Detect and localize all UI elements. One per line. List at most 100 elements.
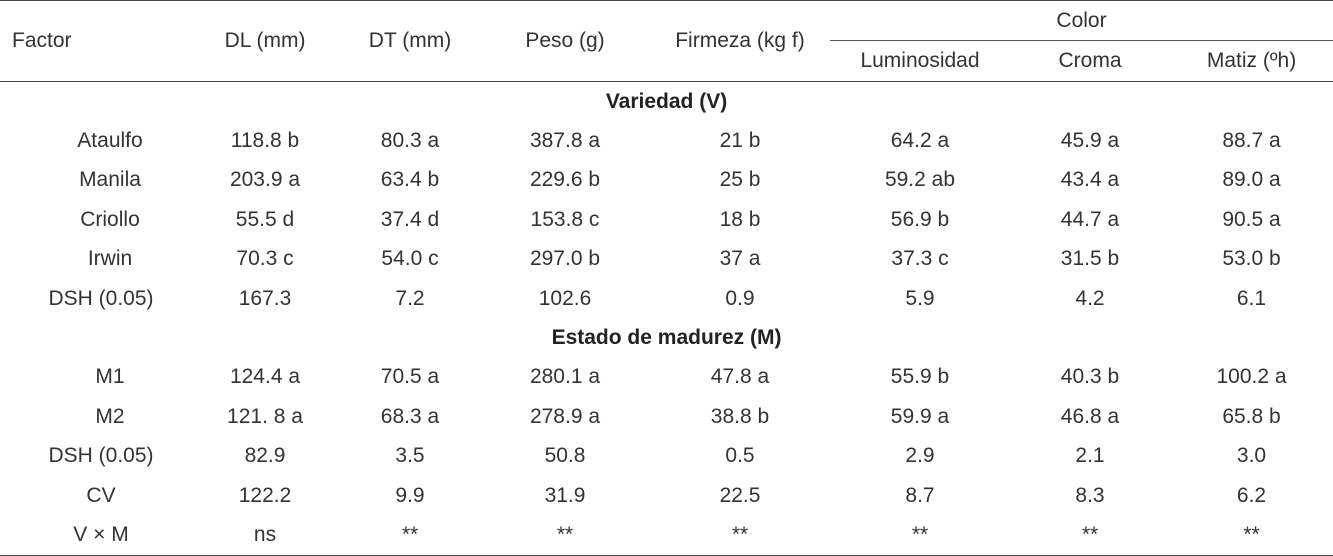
cell-dt: 70.5 a bbox=[380, 365, 440, 389]
cell-matiz: 3.0 bbox=[1236, 444, 1267, 468]
header-firmeza: Firmeza (kg f) bbox=[650, 0, 830, 82]
cell-luminosidad: 56.9 b bbox=[890, 207, 950, 231]
cell-matiz: 90.5 a bbox=[1222, 207, 1281, 231]
cell-croma: 44.7 a bbox=[1060, 207, 1120, 231]
header-luminosidad: Luminosidad bbox=[830, 40, 1010, 82]
cell-peso: 280.1 a bbox=[529, 365, 601, 389]
cell-luminosidad: 5.9 bbox=[905, 286, 935, 310]
section-row-madurez: Estado de madurez (M) bbox=[0, 319, 1333, 358]
cell-factor: Criollo bbox=[80, 207, 140, 231]
cell-croma: 40.3 b bbox=[1060, 365, 1120, 389]
cell-dt: 80.3 a bbox=[380, 128, 440, 152]
cell-luminosidad: 59.9 a bbox=[890, 404, 950, 428]
table-row: DSH (0.05) 82.9 3.5 50.8 0.5 2.9 2.1 3.0 bbox=[0, 437, 1333, 477]
cell-firmeza: 0.5 bbox=[725, 444, 755, 468]
cell-matiz: 65.8 b bbox=[1222, 404, 1281, 428]
cell-peso: 229.6 b bbox=[529, 168, 601, 192]
cell-dt: 7.2 bbox=[395, 286, 425, 310]
cell-firmeza: 38.8 b bbox=[710, 404, 770, 428]
cell-dt: 54.0 c bbox=[381, 247, 439, 271]
cell-firmeza: 22.5 bbox=[719, 483, 761, 507]
header-color: Color bbox=[830, 0, 1333, 41]
cell-croma: 2.1 bbox=[1075, 444, 1105, 468]
cell-dl: 70.3 c bbox=[236, 247, 294, 271]
cell-luminosidad: 8.7 bbox=[905, 483, 935, 507]
cell-dt: 9.9 bbox=[395, 483, 425, 507]
header-matiz: Matiz (ºh) bbox=[1170, 40, 1333, 82]
cell-croma: 4.2 bbox=[1075, 286, 1105, 310]
cell-dl: 118.8 b bbox=[230, 128, 300, 152]
cell-firmeza: 47.8 a bbox=[710, 365, 770, 389]
cell-dl: 122.2 bbox=[238, 483, 292, 507]
table-row: Manila 203.9 a 63.4 b 229.6 b 25 b 59.2 … bbox=[0, 161, 1333, 201]
cell-factor: DSH (0.05) bbox=[48, 286, 154, 310]
cell-dt: 68.3 a bbox=[380, 404, 440, 428]
cell-dl: 121. 8 a bbox=[227, 404, 303, 428]
cell-dt: ** bbox=[340, 515, 480, 556]
cell-firmeza: ** bbox=[650, 515, 830, 556]
cell-matiz: ** bbox=[1170, 515, 1333, 556]
cell-matiz: 53.0 b bbox=[1222, 247, 1281, 271]
header-row-1: Factor DL (mm) DT (mm) Peso (g) Firmeza … bbox=[0, 0, 1333, 82]
table-row: Irwin 70.3 c 54.0 c 297.0 b 37 a 37.3 c … bbox=[0, 240, 1333, 280]
table-row: CV 122.2 9.9 31.9 22.5 8.7 8.3 6.2 bbox=[0, 476, 1333, 516]
section-title-madurez: Estado de madurez (M) bbox=[551, 326, 782, 349]
table-row: M2 121. 8 a 68.3 a 278.9 a 38.8 b 59.9 a… bbox=[0, 397, 1333, 437]
cell-peso: ** bbox=[480, 515, 650, 556]
cell-croma: ** bbox=[1010, 515, 1170, 556]
table-row: V × M ns ** ** ** ** ** ** bbox=[0, 515, 1333, 556]
cell-factor: M2 bbox=[95, 404, 125, 428]
header-peso: Peso (g) bbox=[480, 0, 650, 82]
cell-croma: 31.5 b bbox=[1060, 247, 1120, 271]
header-dl: DL (mm) bbox=[190, 0, 340, 82]
cell-firmeza: 18 b bbox=[719, 207, 761, 231]
cell-dl: 203.9 a bbox=[229, 168, 301, 192]
cell-firmeza: 21 b bbox=[719, 128, 761, 152]
cell-factor: CV bbox=[86, 483, 116, 507]
header-row-2: Luminosidad Croma Matiz (ºh) bbox=[0, 40, 1333, 82]
table-row: DSH (0.05) 167.3 7.2 102.6 0.9 5.9 4.2 6… bbox=[0, 279, 1333, 319]
cell-dl: 124.4 a bbox=[229, 365, 301, 389]
table-row: Criollo 55.5 d 37.4 d 153.8 c 18 b 56.9 … bbox=[0, 200, 1333, 240]
cell-matiz: 6.2 bbox=[1236, 483, 1267, 507]
header-dt: DT (mm) bbox=[340, 0, 480, 82]
cell-croma: 46.8 a bbox=[1060, 404, 1120, 428]
cell-matiz: 88.7 a bbox=[1222, 128, 1281, 152]
cell-matiz: 100.2 a bbox=[1216, 365, 1287, 389]
cell-factor: M1 bbox=[95, 365, 125, 389]
cell-luminosidad: 37.3 c bbox=[891, 247, 949, 271]
cell-peso: 297.0 b bbox=[529, 247, 601, 271]
cell-matiz: 89.0 a bbox=[1222, 168, 1281, 192]
cell-peso: 387.8 a bbox=[529, 128, 601, 152]
cell-dt: 37.4 d bbox=[380, 207, 440, 231]
cell-dl: 167.3 bbox=[238, 286, 292, 310]
cell-factor: Ataulfo bbox=[77, 128, 143, 152]
cell-luminosidad: 2.9 bbox=[905, 444, 935, 468]
cell-luminosidad: 55.9 b bbox=[890, 365, 950, 389]
cell-luminosidad: 64.2 a bbox=[890, 128, 950, 152]
cell-factor: DSH (0.05) bbox=[48, 444, 154, 468]
cell-peso: 50.8 bbox=[544, 444, 586, 468]
cell-peso: 153.8 c bbox=[530, 207, 600, 231]
cell-dt: 3.5 bbox=[395, 444, 425, 468]
cell-firmeza: 37 a bbox=[719, 247, 761, 271]
table-row: Ataulfo 118.8 b 80.3 a 387.8 a 21 b 64.2… bbox=[0, 121, 1333, 161]
header-croma: Croma bbox=[1010, 40, 1170, 82]
section-row-variedad: Variedad (V) bbox=[0, 82, 1333, 122]
table-row: M1 124.4 a 70.5 a 280.1 a 47.8 a 55.9 b … bbox=[0, 358, 1333, 398]
cell-factor: V × M bbox=[0, 515, 190, 556]
cell-matiz: 6.1 bbox=[1236, 286, 1267, 310]
cell-dt: 63.4 b bbox=[380, 168, 440, 192]
cell-dl: ns bbox=[190, 515, 340, 556]
header-factor: Factor bbox=[0, 0, 190, 82]
cell-croma: 45.9 a bbox=[1060, 128, 1120, 152]
cell-peso: 102.6 bbox=[538, 286, 592, 310]
cell-dl: 55.5 d bbox=[235, 207, 295, 231]
cell-dl: 82.9 bbox=[244, 444, 286, 468]
cell-peso: 31.9 bbox=[544, 483, 586, 507]
section-title-variedad: Variedad (V) bbox=[605, 89, 728, 113]
cell-peso: 278.9 a bbox=[529, 404, 601, 428]
cell-firmeza: 25 b bbox=[719, 168, 761, 192]
